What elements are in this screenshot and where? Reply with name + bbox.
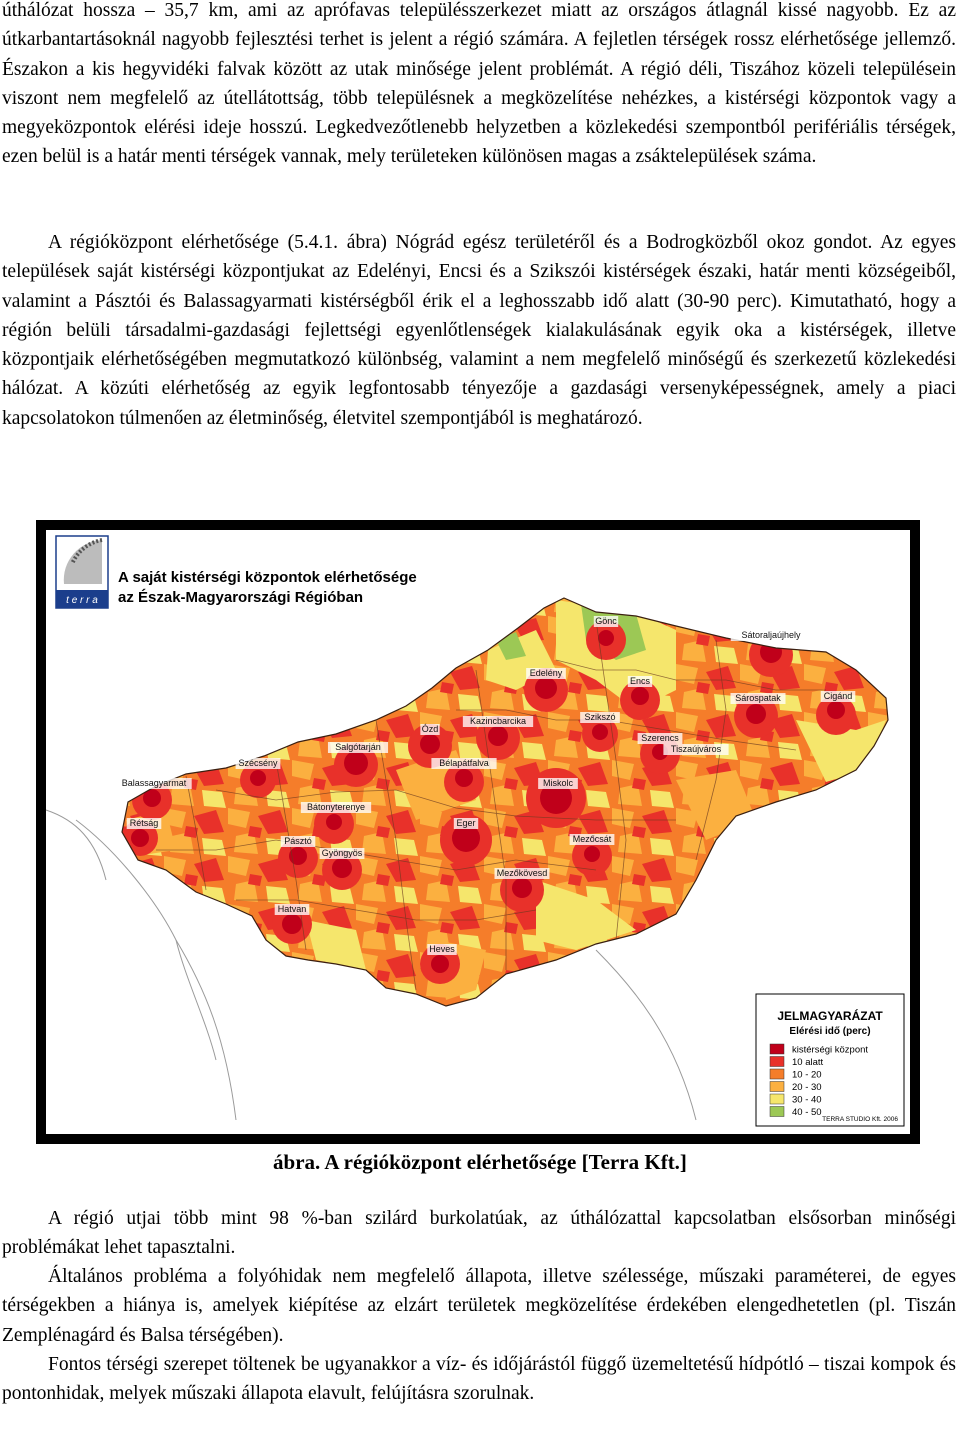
city-label-bg bbox=[319, 848, 365, 859]
city-label: Edelény bbox=[530, 668, 563, 678]
city-label-bg bbox=[235, 758, 281, 769]
city-label: Tiszaújváros bbox=[671, 744, 722, 754]
legend-title: JELMAGYARÁZAT bbox=[777, 1008, 883, 1023]
city-label-bg bbox=[300, 802, 372, 813]
city-label: Rétság bbox=[130, 818, 159, 828]
city-label-bg bbox=[462, 716, 534, 727]
city-label: Ózd bbox=[422, 724, 439, 734]
city-label: Gönc bbox=[595, 616, 617, 626]
city-label-bg bbox=[637, 733, 683, 744]
city-label: Heves bbox=[429, 944, 455, 954]
logo-text: t e r r a bbox=[66, 595, 98, 606]
region-outline bbox=[121, 597, 889, 1007]
legend-label: 10 - 20 bbox=[792, 1070, 822, 1081]
legend-swatch bbox=[769, 1081, 785, 1092]
city-label: Bátonyterenye bbox=[307, 802, 365, 812]
city-label: Sárospatak bbox=[735, 693, 781, 703]
city-label: Szécsény bbox=[238, 758, 278, 768]
city-label: Salgótarján bbox=[335, 742, 381, 752]
city-label: Cigánd bbox=[824, 691, 853, 701]
body-paragraph-2: A régióközpont elérhetősége (5.4.1. ábra… bbox=[2, 232, 956, 429]
city-label-bg bbox=[663, 744, 729, 755]
city-label-bg bbox=[327, 742, 389, 753]
city-label-bg bbox=[494, 868, 550, 879]
city-label: Szerencs bbox=[641, 733, 679, 743]
city-label-bg bbox=[431, 758, 497, 769]
legend-credit: TERRA STUDIO Kft. 2006 bbox=[822, 1116, 898, 1123]
city-label-bg bbox=[820, 691, 856, 702]
legend-subtitle: Elérési idő (perc) bbox=[789, 1026, 870, 1037]
city-label: Szikszó bbox=[584, 712, 615, 722]
city-label: Sátoraljaújhely bbox=[741, 630, 801, 640]
city-label-bg bbox=[538, 778, 578, 789]
map-figure: t e r r a A saját kistérségi központok e… bbox=[36, 520, 920, 1144]
city-label-bg bbox=[116, 778, 192, 789]
legend-label: 30 - 40 bbox=[792, 1095, 822, 1106]
city-label: Bélapátfalva bbox=[439, 758, 489, 768]
city-label-bg bbox=[627, 676, 653, 687]
city-label: Miskolc bbox=[543, 778, 574, 788]
city-label: Pásztó bbox=[284, 836, 312, 846]
city-label-bg bbox=[730, 693, 786, 704]
city-label-bg bbox=[453, 818, 479, 829]
city-label: Kazincbarcika bbox=[470, 716, 526, 726]
figure-caption: ábra. A régióközpont elérhetősége [Terra… bbox=[273, 1150, 687, 1174]
city-label-bg bbox=[427, 944, 457, 955]
map-title-line2: az Észak-Magyarországi Régióban bbox=[118, 589, 363, 606]
city-label-bg bbox=[274, 904, 310, 915]
legend-swatch bbox=[769, 1106, 785, 1117]
terra-logo: t e r r a bbox=[55, 535, 109, 609]
city-label: Mezőkövesd bbox=[497, 868, 548, 878]
city-label-bg bbox=[569, 834, 615, 845]
city-label-bg bbox=[420, 724, 440, 735]
city-label: Gyöngyös bbox=[322, 848, 363, 858]
legend-swatch bbox=[769, 1056, 785, 1067]
legend-label: 10 alatt bbox=[792, 1057, 824, 1068]
legend-label: 40 - 50 bbox=[792, 1107, 822, 1118]
city-label-bg bbox=[526, 668, 566, 679]
body-paragraph-4: Általános probléma a folyóhidak nem megf… bbox=[2, 1266, 956, 1346]
city-label-bg bbox=[593, 616, 619, 627]
map-image: t e r r a A saját kistérségi központok e… bbox=[36, 520, 920, 1144]
legend-swatch bbox=[769, 1043, 785, 1055]
city-label: Balassagyarmat bbox=[122, 778, 187, 788]
city-label: Eger bbox=[456, 818, 475, 828]
city-label: Mezőcsát bbox=[573, 834, 612, 844]
legend-label: kistérségi központ bbox=[792, 1045, 868, 1056]
city-label-bg bbox=[580, 712, 620, 723]
city-label-bg bbox=[730, 630, 812, 641]
body-paragraph-1: úthálózat hossza – 35,7 km, ami az apróf… bbox=[2, 0, 956, 168]
legend-swatch bbox=[769, 1093, 785, 1105]
rivers bbox=[45, 809, 697, 1121]
body-paragraph-5: Fontos térségi szerepet töltenek be ugya… bbox=[2, 1354, 956, 1405]
city-label-bg bbox=[280, 836, 316, 847]
city-labels: Gönc Sátoraljaújhely Edelény Encs Sárospatak… bbox=[116, 616, 856, 955]
legend-label: 20 - 30 bbox=[792, 1082, 822, 1093]
legend-swatch bbox=[769, 1068, 785, 1080]
map-legend: JELMAGYARÁZAT Elérési idő (perc) kistérs… bbox=[755, 993, 905, 1127]
map-title-line1: A saját kistérségi központok elérhetőség… bbox=[118, 569, 417, 586]
city-label-bg bbox=[126, 818, 162, 829]
city-label: Encs bbox=[630, 676, 651, 686]
city-label: Hatvan bbox=[278, 904, 307, 914]
body-paragraph-3: A régió utjai több mint 98 %-ban szilárd… bbox=[2, 1208, 956, 1259]
